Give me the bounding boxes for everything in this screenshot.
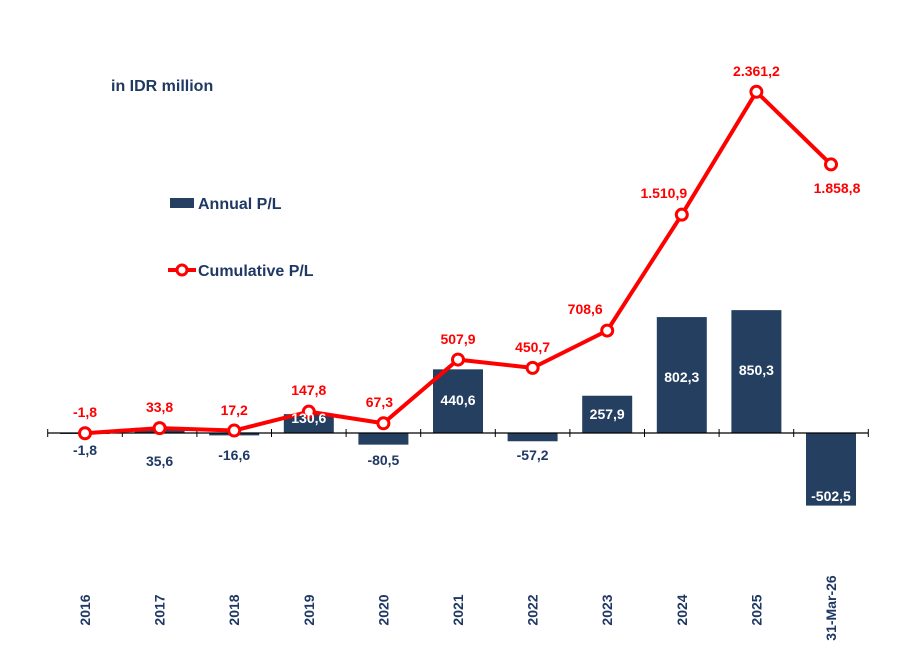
x-tick-label-2017: 2017 (152, 594, 168, 625)
cumulative-point-2016 (78, 426, 92, 441)
cumulative-point-2022 (525, 360, 540, 375)
cumulative-label-2024: 1.510,9 (640, 185, 687, 201)
legend-annual-label: Annual P/L (198, 196, 282, 213)
cumulative-label-2023: 708,6 (568, 301, 603, 317)
bar-2021 (433, 369, 483, 433)
unit-note: in IDR million (111, 78, 213, 95)
cumulative-point-2018 (227, 423, 242, 438)
bar-2025 (731, 310, 782, 433)
x-tick-label-2022: 2022 (525, 594, 541, 625)
annual-label-31-Mar-26: -502,5 (811, 488, 851, 504)
cumulative-label-2022: 450,7 (515, 339, 550, 355)
cumulative-label-2025: 2.361,2 (733, 63, 780, 79)
x-tick-label-2016: 2016 (77, 594, 93, 625)
cumulative-label-2019: 147,8 (291, 382, 326, 398)
cumulative-label-2017: 33,8 (146, 399, 173, 415)
cumulative-label-2018: 17,2 (221, 402, 248, 418)
bar-31-Mar-26 (806, 433, 856, 506)
cumulative-point-2017 (152, 421, 167, 436)
cumulative-label-2021: 507,9 (440, 331, 475, 347)
legend-line-marker (175, 263, 189, 277)
bar-2019 (283, 414, 334, 433)
legend-cumulative-label: Cumulative P/L (198, 263, 314, 280)
x-tick-label-2019: 2019 (301, 594, 317, 625)
annual-label-2018: -16,6 (218, 447, 250, 463)
annual-label-2020: -80,5 (367, 452, 399, 468)
cumulative-point-2021 (451, 352, 465, 367)
legend: Annual P/L Cumulative P/L (168, 196, 314, 280)
annual-label-2023: 257,9 (590, 406, 625, 422)
bar-2022 (507, 433, 558, 442)
bar-2020 (358, 433, 409, 445)
cumulative-point-2019 (301, 404, 316, 419)
annual-label-2024: 802,3 (664, 369, 699, 385)
bar-2023 (582, 395, 633, 433)
annual-label-2022: -57,2 (517, 447, 549, 463)
cumulative-label-31-Mar-26: 1.858,8 (814, 180, 861, 196)
annual-label-2016: -1,8 (73, 442, 97, 458)
x-tick-label-2021: 2021 (450, 594, 466, 625)
x-tick-label-2020: 2020 (375, 594, 391, 625)
x-tick-label-2025: 2025 (748, 594, 764, 625)
x-tick-label-2023: 2023 (599, 594, 615, 625)
x-tick-label-2018: 2018 (226, 594, 242, 625)
annual-label-2021: 440,6 (440, 392, 475, 408)
cumulative-point-2020 (376, 416, 391, 431)
cumulative-point-2024 (674, 207, 689, 222)
cumulative-label-2020: 67,3 (366, 394, 393, 410)
x-tick-label-2024: 2024 (674, 594, 690, 625)
legend-bar-swatch (170, 198, 194, 208)
cumulative-point-2023 (600, 323, 615, 338)
x-tick-label-31-Mar-26: 31-Mar-26 (823, 575, 839, 641)
annual-label-2017: 35,6 (146, 453, 173, 469)
annual-label-2025: 850,3 (739, 362, 774, 378)
cumulative-point-31-Mar-26 (824, 157, 838, 172)
bar-2024 (656, 317, 707, 433)
cumulative-label-2016: -1,8 (73, 404, 97, 420)
cumulative-point-2025 (749, 84, 764, 99)
annual-label-2019: 130,6 (291, 410, 326, 426)
